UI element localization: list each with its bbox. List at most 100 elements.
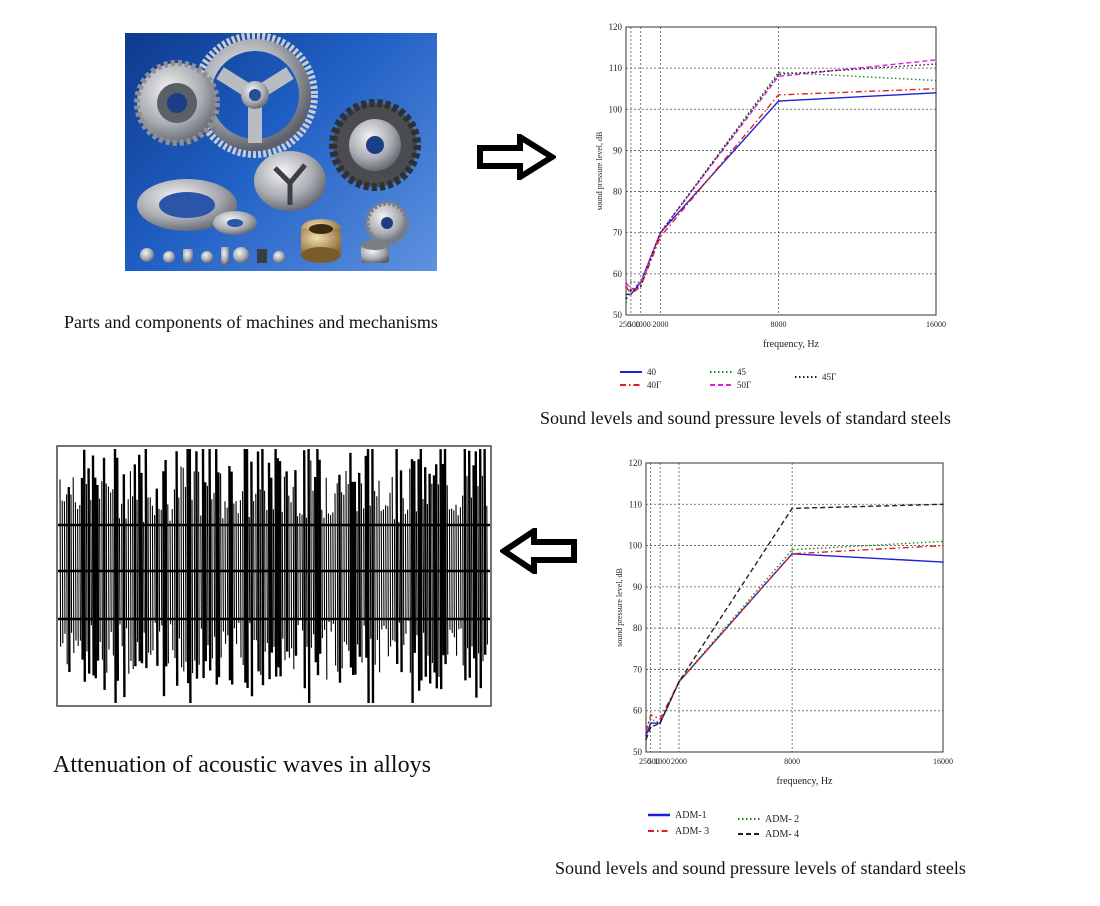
bushing-icon	[301, 219, 341, 263]
data-point	[659, 718, 661, 720]
y-tick-label: 120	[629, 458, 643, 468]
y-tick-label: 80	[633, 623, 643, 633]
series-line-4	[625, 63, 937, 299]
machine-parts-illustration	[134, 33, 421, 265]
attenuation-caption: Attenuation of acoustic waves in alloys	[53, 752, 431, 778]
x-tick-label: 500	[628, 320, 640, 329]
data-point	[649, 722, 652, 724]
chart-bottom-caption: Sound levels and sound pressure levels o…	[555, 858, 966, 878]
y-tick-label: 50	[633, 747, 643, 757]
data-point	[645, 738, 647, 741]
data-point	[791, 507, 793, 510]
y-tick-label: 90	[633, 582, 643, 592]
legend-label: ADM-1	[675, 810, 707, 821]
legend-label: 45Г	[822, 372, 836, 382]
data-point	[625, 281, 627, 283]
data-point	[649, 714, 652, 716]
y-tick-label: 70	[613, 228, 623, 238]
x-tick-label: 8000	[771, 320, 787, 329]
legend-label: ADM- 4	[765, 829, 799, 840]
x-tick-label: 250	[619, 320, 631, 329]
data-point	[659, 231, 662, 234]
data-point	[649, 726, 652, 729]
legend-label: ADM- 3	[675, 826, 709, 837]
data-point	[678, 681, 680, 683]
legend-label: 50Г	[737, 380, 751, 390]
y-tick-label: 100	[609, 104, 623, 114]
y-tick-label: 100	[629, 541, 643, 551]
legend-label: ADM- 2	[765, 814, 799, 825]
x-axis-label: frequency, Hz	[777, 776, 834, 787]
data-point	[777, 75, 780, 78]
y-tick-label: 120	[609, 22, 623, 32]
x-tick-label: 1000	[635, 320, 651, 329]
data-point	[942, 540, 944, 543]
legend-label: 40	[647, 367, 657, 377]
data-point	[659, 722, 661, 724]
y-tick-label: 110	[609, 63, 623, 73]
series-line-1	[625, 88, 937, 296]
data-point	[625, 301, 627, 304]
data-point	[639, 281, 642, 283]
data-point	[630, 281, 632, 283]
series-line-3	[645, 503, 944, 740]
y-axis-label: sound pressure level, dB	[615, 568, 624, 647]
ring-plate-icon	[137, 179, 237, 231]
series-line-0	[645, 553, 944, 736]
machine-parts-photo	[125, 33, 437, 271]
data-point	[630, 293, 632, 296]
sleeve-icon	[361, 240, 389, 263]
data-point	[625, 293, 627, 296]
data-point	[625, 285, 627, 288]
chart-top-caption: Sound levels and sound pressure levels o…	[540, 408, 951, 428]
data-point	[777, 94, 780, 96]
data-point	[659, 236, 662, 238]
y-tick-label: 80	[613, 187, 623, 197]
x-tick-label: 1000	[654, 757, 670, 766]
x-axis-label: frequency, Hz	[763, 339, 820, 350]
data-point	[935, 63, 937, 65]
data-point	[935, 79, 937, 82]
x-tick-label: 16000	[926, 320, 946, 329]
attenuation-waveform	[56, 445, 492, 707]
series-line-0	[626, 92, 937, 296]
y-axis-label: sound pressure level, dB	[595, 132, 604, 211]
data-point	[791, 548, 793, 551]
y-tick-label: 110	[629, 499, 643, 509]
series-line-2	[645, 544, 944, 732]
x-tick-label: 8000	[784, 757, 800, 766]
x-tick-label: 2000	[652, 320, 668, 329]
x-tick-label: 250	[639, 757, 651, 766]
waveform-trace	[59, 448, 488, 704]
data-point	[935, 92, 937, 94]
small-parts-icon	[140, 211, 285, 265]
rotor-icon	[254, 151, 326, 211]
data-point	[630, 289, 632, 292]
series-line-2	[625, 71, 937, 303]
data-point	[777, 100, 780, 102]
plot-frame	[625, 26, 937, 316]
large-gear-icon	[192, 33, 318, 158]
series-line-3	[625, 59, 937, 292]
data-point	[645, 734, 647, 737]
data-point	[942, 561, 944, 563]
y-tick-label: 70	[633, 664, 643, 674]
x-tick-label: 16000	[933, 757, 953, 766]
data-point	[935, 59, 937, 61]
pulley-gear-icon	[134, 60, 220, 146]
plot-frame	[645, 462, 944, 753]
data-point	[935, 87, 937, 90]
small-gear-icon	[364, 200, 410, 246]
legend-label: 45	[737, 367, 747, 377]
y-tick-label: 50	[613, 310, 623, 320]
right-arrow-icon	[477, 134, 556, 180]
y-tick-label: 90	[613, 145, 623, 155]
x-tick-label: 2000	[671, 757, 687, 766]
data-point	[639, 285, 642, 288]
y-tick-label: 60	[613, 269, 623, 279]
data-point	[625, 297, 627, 300]
series-line-1	[645, 540, 944, 728]
data-point	[942, 544, 944, 547]
